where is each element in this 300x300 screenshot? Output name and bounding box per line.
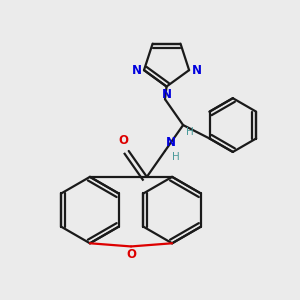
Text: O: O	[118, 134, 128, 147]
Text: N: N	[162, 88, 172, 101]
Text: H: H	[186, 127, 194, 137]
Text: O: O	[126, 248, 136, 261]
Text: N: N	[166, 136, 176, 149]
Text: N: N	[192, 64, 202, 76]
Text: N: N	[131, 64, 142, 76]
Text: H: H	[172, 152, 180, 162]
